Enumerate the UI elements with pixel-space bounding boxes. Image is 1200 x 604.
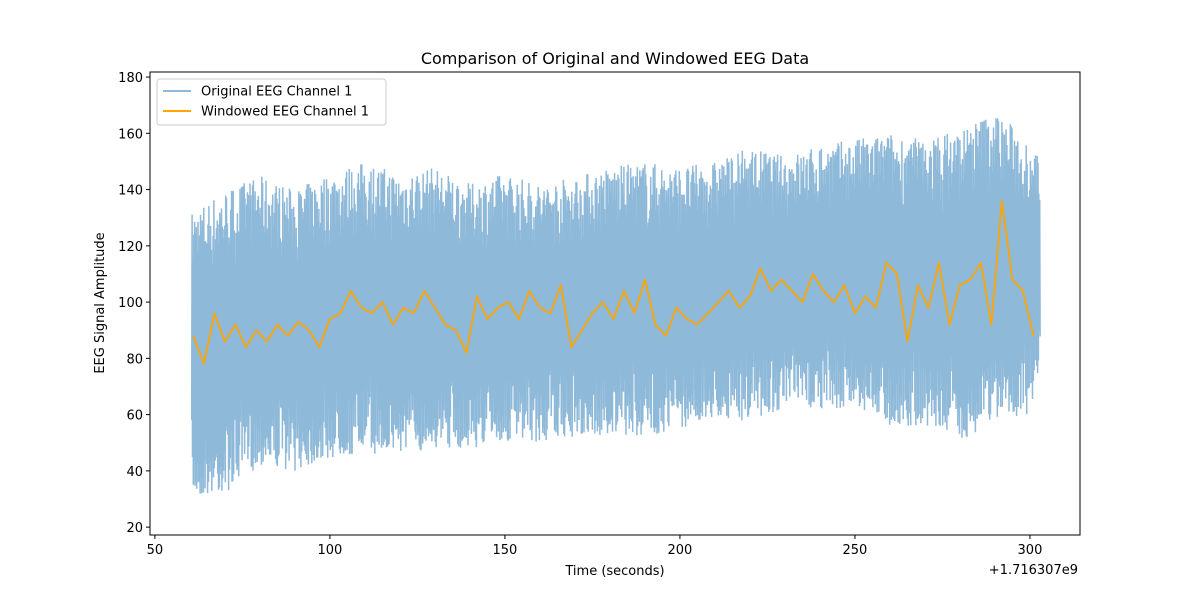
y-tick-label: 20 bbox=[126, 521, 143, 536]
series-original-eeg-line bbox=[190, 118, 1041, 494]
x-tick-label: 100 bbox=[317, 543, 342, 558]
y-axis-ticks: 20 40 60 80 100 120 140 160 180 bbox=[118, 71, 150, 536]
legend-label-original: Original EEG Channel 1 bbox=[201, 85, 352, 100]
x-tick-label: 200 bbox=[668, 543, 693, 558]
y-tick-label: 140 bbox=[118, 184, 143, 199]
plot-area bbox=[190, 118, 1041, 494]
y-tick-label: 40 bbox=[126, 465, 143, 480]
x-axis-ticks: 50 100 150 200 250 300 bbox=[147, 535, 1043, 558]
legend-box bbox=[156, 78, 387, 126]
x-tick-label: 50 bbox=[147, 543, 164, 558]
y-tick-label: 160 bbox=[118, 127, 143, 142]
x-tick-label: 300 bbox=[1018, 543, 1043, 558]
y-tick-label: 100 bbox=[118, 296, 143, 311]
x-axis-offset: +1.716307e9 bbox=[989, 563, 1078, 578]
legend-label-windowed: Windowed EEG Channel 1 bbox=[201, 105, 369, 120]
legend: Original EEG Channel 1 Windowed EEG Chan… bbox=[156, 78, 387, 126]
chart-title: Comparison of Original and Windowed EEG … bbox=[421, 49, 809, 68]
y-tick-label: 180 bbox=[118, 71, 143, 86]
x-tick-label: 250 bbox=[843, 543, 868, 558]
axes-frame bbox=[149, 71, 1081, 536]
y-axis-label: EEG Signal Amplitude bbox=[93, 232, 108, 373]
series-windowed-eeg-line bbox=[192, 199, 1035, 365]
y-tick-label: 120 bbox=[118, 240, 143, 255]
x-tick-label: 150 bbox=[493, 543, 518, 558]
x-axis-label: Time (seconds) bbox=[564, 564, 664, 579]
y-tick-label: 80 bbox=[126, 352, 143, 367]
y-tick-label: 60 bbox=[126, 409, 143, 424]
